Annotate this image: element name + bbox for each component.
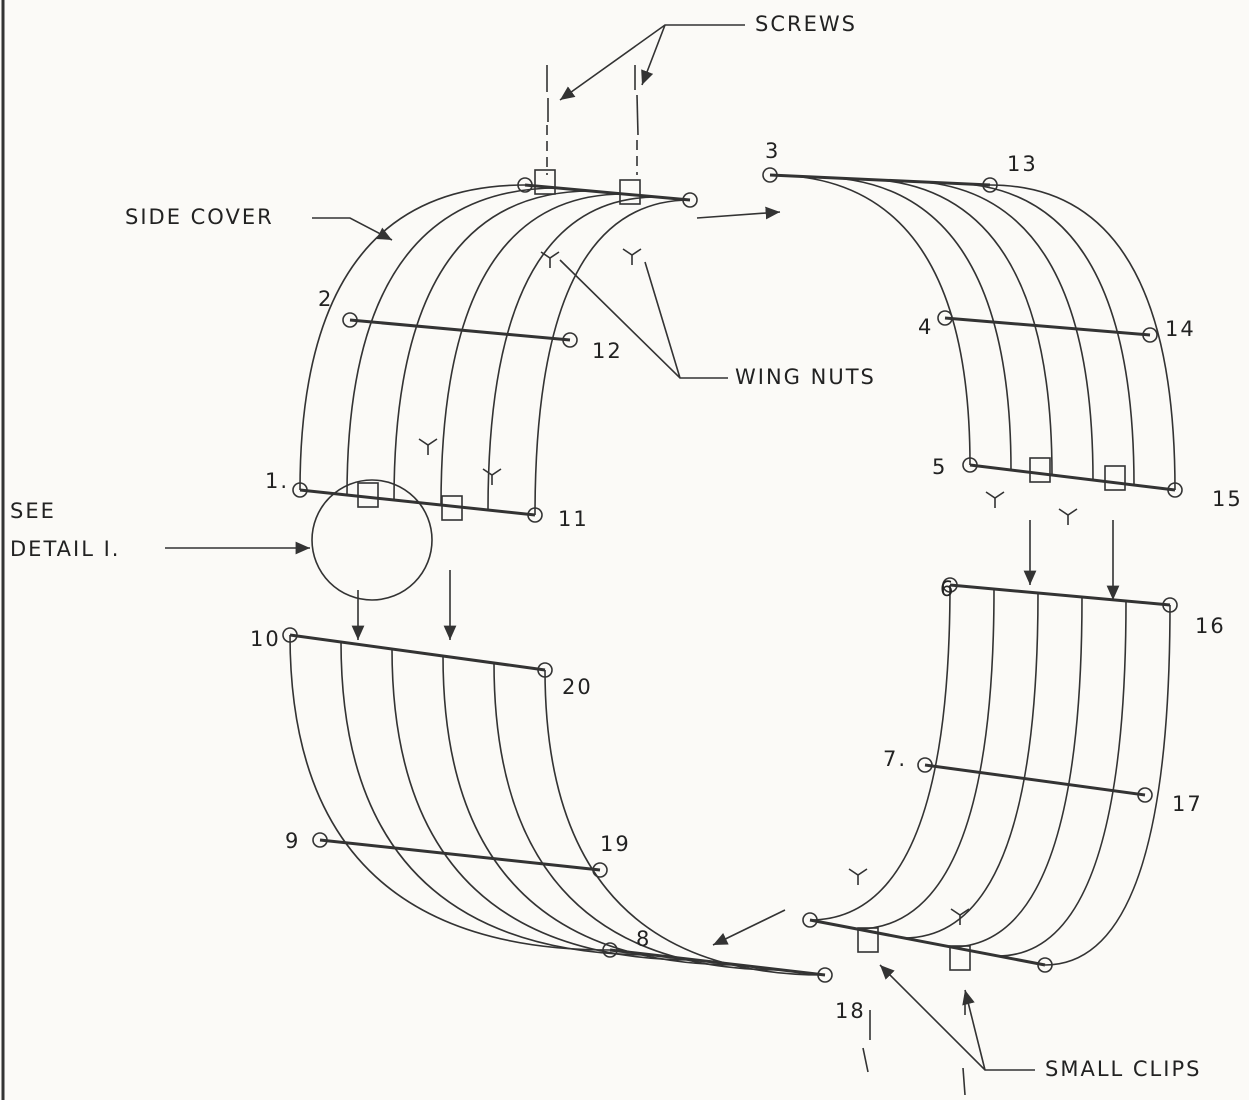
cover-bar [290,635,545,670]
callout: DETAIL I. [10,537,120,561]
part-number: 20 [562,675,593,699]
wing-nut [541,252,559,268]
clip [535,170,555,194]
cover-bar [945,318,1150,335]
cover-rib [545,670,825,975]
part-number: 7. [883,747,907,771]
cover-bar [610,950,825,975]
callout: SCREWS [755,12,857,36]
cover-rib [347,188,558,495]
part-number: 11 [558,507,589,531]
part-number: 5 [932,455,947,479]
wing-nut [419,439,437,455]
clip [1105,466,1125,490]
part-number: 8 [636,927,651,951]
cover-rib [443,656,739,965]
wing-nut [483,469,501,485]
cover-rib [488,197,657,510]
part-number: 15 [1212,487,1243,511]
cover-rib [857,589,994,929]
callout: WING NUTS [735,365,876,389]
cover-bar [525,185,690,200]
part-number: 14 [1165,317,1196,341]
part-number: 6 [940,577,955,601]
part-number: 19 [600,832,631,856]
callout: SMALL CLIPS [1045,1057,1201,1081]
part-number: 17 [1172,792,1203,816]
cover-bar [950,585,1170,605]
cover-bar [970,465,1175,490]
cover-bar [320,840,600,870]
part-number: 9 [285,829,300,853]
part-number: 4 [918,315,933,339]
cover-rib [770,175,970,465]
part-number: 2 [318,287,333,311]
cover-rib [494,663,782,970]
cover-rib [814,177,1011,470]
part-number: 13 [1007,152,1038,176]
cover-rib [904,593,1038,938]
callout: SEE [10,499,56,523]
part-number: 18 [835,999,866,1023]
cover-bar [925,765,1145,795]
wing-nut [849,869,867,885]
cover-bar [810,920,1045,965]
cover-rib [946,183,1134,485]
cover-rib [990,185,1175,490]
wing-nut [1059,509,1077,525]
drawing [283,168,1182,982]
cover-rib [810,585,950,920]
clip [1030,458,1050,482]
part-number: 3 [765,139,780,163]
part-number: 12 [592,339,623,363]
cover-rib [392,649,696,960]
part-number: 10 [250,627,281,651]
callout: SIDE COVER [125,205,274,229]
part-number: 16 [1195,614,1226,638]
wing-nut [623,249,641,265]
diagram: SCREWS SIDE COVER WING NUTS SEE DETAIL I… [0,0,1249,1100]
cover-bar [300,490,535,515]
wing-nut [986,492,1004,508]
part-number: 1. [265,469,289,493]
